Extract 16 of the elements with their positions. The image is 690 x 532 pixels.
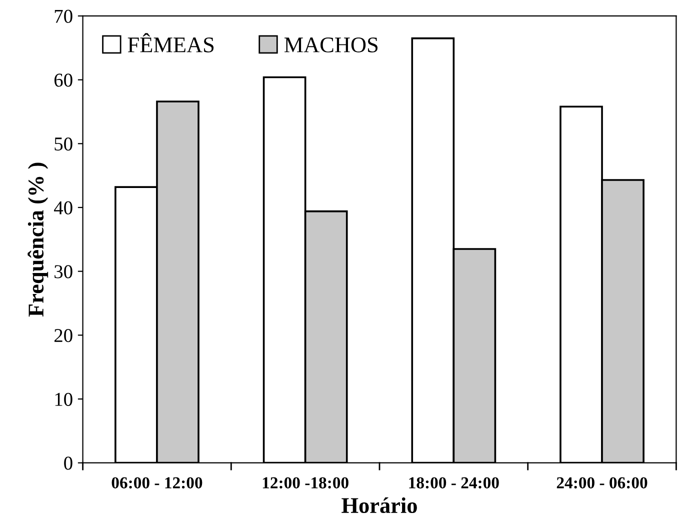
y-tick-label: 50 [54,137,72,151]
x-axis-title: Horário [342,497,417,514]
x-tick-label: 12:00 -18:00 [262,477,348,489]
x-tick-label: 24:00 - 06:00 [556,477,648,489]
y-axis-title: Frequência (% ) [28,162,48,317]
y-tick-label: 30 [54,265,72,278]
y-tick-label: 60 [54,74,72,87]
y-tick-label: 70 [54,10,72,23]
legend-label: FÊMEAS [128,33,214,52]
x-tick-label: 18:00 - 24:00 [409,477,499,489]
legend-label: MACHOS [284,37,378,52]
y-tick-label: 40 [54,201,72,214]
y-tick-label: 0 [64,456,72,470]
y-tick-label: 10 [55,392,72,406]
y-tick-label: 20 [54,328,72,342]
x-tick-label: 06:00 - 12:00 [112,477,202,489]
